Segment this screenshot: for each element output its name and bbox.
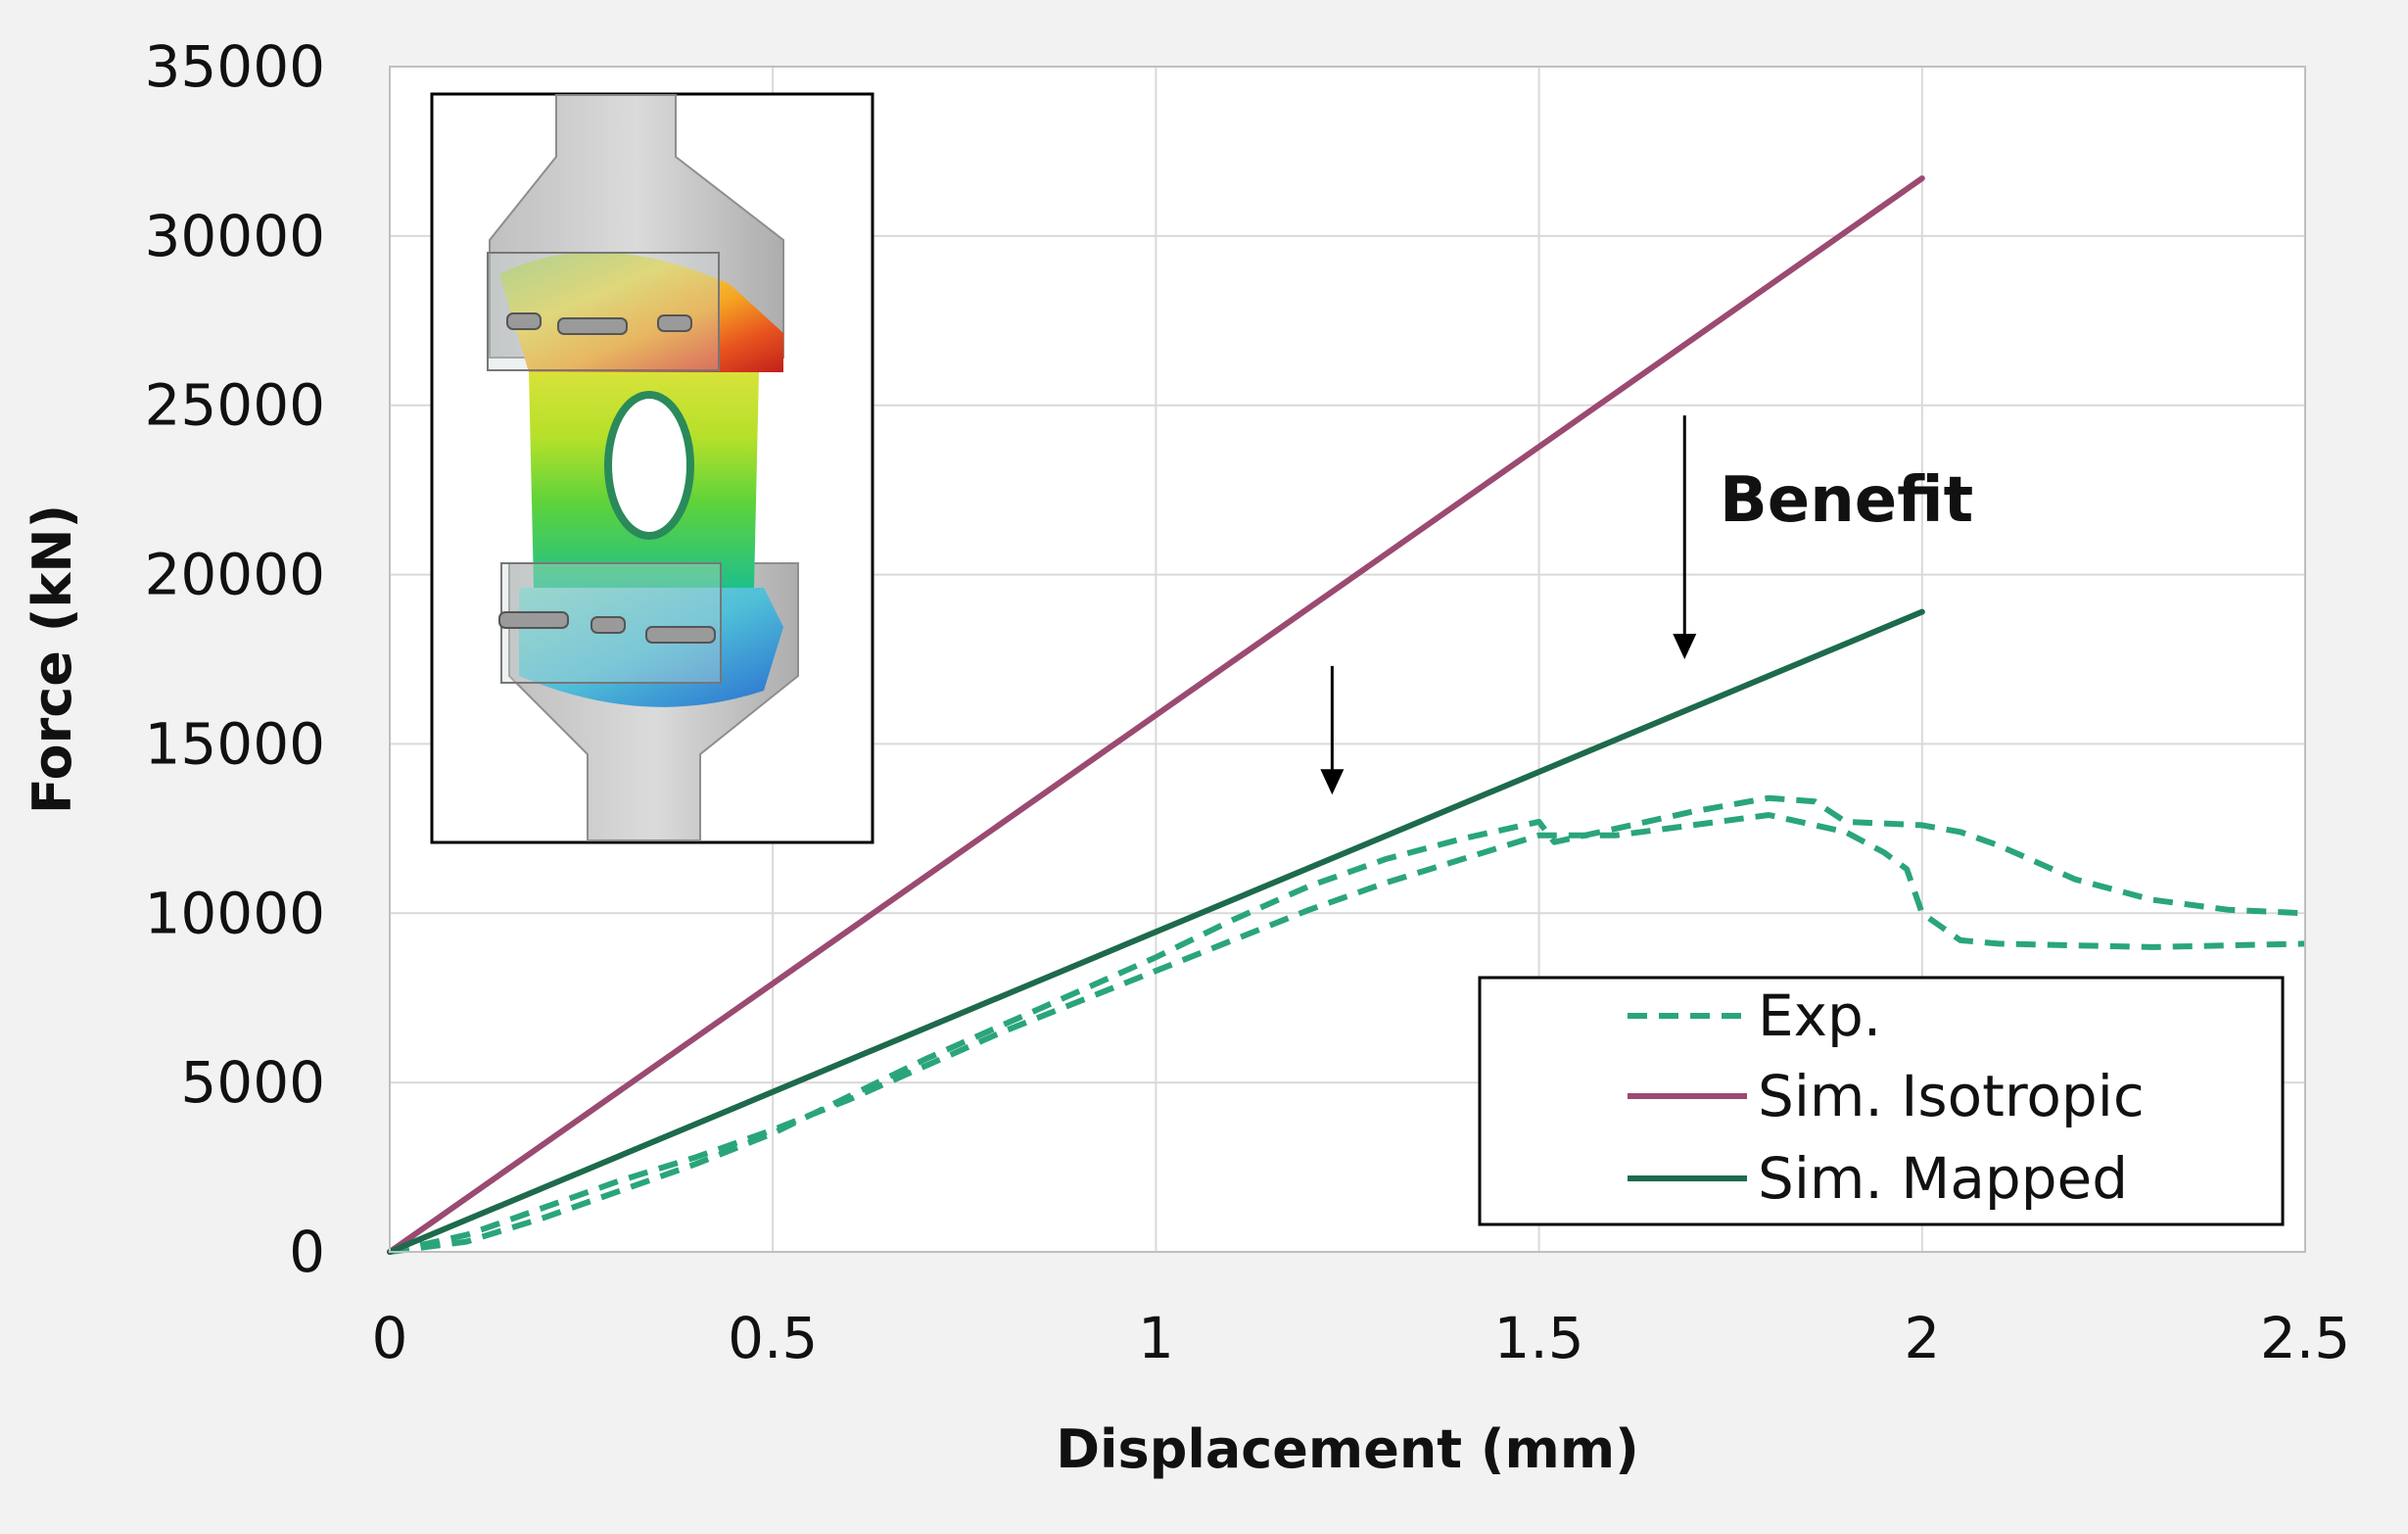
series-line-2	[387, 175, 1925, 1255]
y-tick-label: 35000	[144, 33, 325, 100]
y-tick-label: 30000	[144, 203, 325, 269]
y-tick-labels: 0 5000 10000 15000 20000 25000 30000 35000	[144, 33, 325, 1285]
legend: Exp. Sim. Isotropic Sim. Mapped	[1478, 976, 2285, 1226]
inset-clamp-plate-top	[487, 252, 720, 371]
x-axis-title: Displacement (mm)	[1056, 1418, 1639, 1480]
y-tick-label: 25000	[144, 372, 325, 439]
legend-label-exp: Exp.	[1758, 983, 1881, 1049]
x-tick-label: 1.5	[1493, 1305, 1583, 1371]
x-tick-label: 1	[1138, 1305, 1174, 1371]
y-tick-label: 15000	[144, 710, 325, 777]
y-axis-title: Force (kN)	[22, 504, 83, 814]
legend-label-sim-isotropic: Sim. Isotropic	[1758, 1063, 2145, 1129]
plot-border	[389, 66, 2306, 1253]
legend-label-sim-mapped: Sim. Mapped	[1758, 1145, 2128, 1212]
benefit-arrows	[1320, 415, 1697, 795]
series-line-3	[387, 608, 1925, 1255]
y-tick-label: 0	[289, 1219, 325, 1285]
arrow-head	[1320, 769, 1345, 795]
x-tick-label: 0.5	[728, 1305, 818, 1371]
x-tick-label: 2	[1904, 1305, 1940, 1371]
inset-part-bottom	[519, 588, 783, 707]
series-line-1	[389, 812, 2306, 1255]
arrow-head	[1673, 634, 1697, 659]
series-layer	[387, 175, 2306, 1255]
x-tick-label: 0	[372, 1305, 408, 1371]
y-tick-label: 10000	[144, 880, 325, 946]
x-tick-labels: 0 0.5 1 1.5 2 2.5	[372, 1305, 2351, 1371]
inset-part-hole	[604, 391, 694, 540]
x-tick-label: 2.5	[2260, 1305, 2350, 1371]
y-tick-label: 20000	[144, 542, 325, 608]
legend-box	[1478, 976, 2285, 1226]
benefit-annotation: Benefit	[1720, 464, 1973, 537]
y-tick-label: 5000	[180, 1049, 325, 1116]
inset-part-top	[499, 252, 783, 372]
inset-simulation-image	[430, 92, 874, 844]
inset-bolts	[498, 312, 716, 644]
